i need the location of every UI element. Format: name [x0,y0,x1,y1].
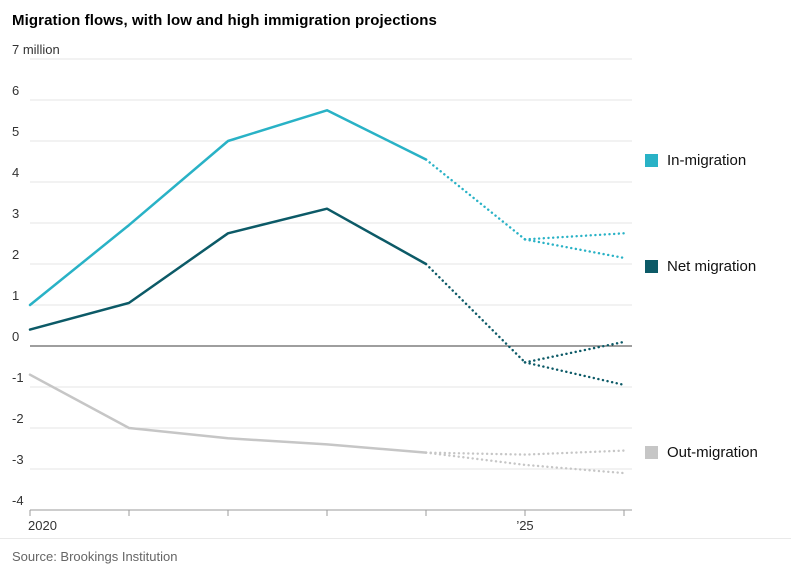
legend-item-net-migration: Net migration [645,256,756,276]
y-axis-label: 7 million [12,42,60,57]
in-migration-swatch-icon [645,153,658,167]
x-axis-label: 2020 [28,518,57,533]
x-axis-label: ’25 [516,518,533,533]
y-axis-label: 5 [12,124,19,139]
y-axis-label: -3 [12,452,24,467]
y-axis-label: 1 [12,288,19,303]
legend-label-in-migration: In-migration [667,151,747,169]
series-net-migration-solid [28,207,428,331]
series-in-migration-solid [28,109,428,307]
series-net-migration-projection-low [523,361,626,387]
series-out-migration-projection-low [424,451,626,475]
legend-item-in-migration: In-migration [645,150,746,170]
net-migration-swatch-icon [645,259,658,273]
chart-title: Migration flows, with low and high immig… [12,12,437,29]
series-in-migration-projection-low [523,238,626,260]
series-net-migration-projection-high [523,340,626,364]
series-out-migration-solid [28,373,428,454]
series-in-migration-projection [424,158,527,241]
legend-item-out-migration: Out-migration [645,442,758,462]
y-axis-label: -2 [12,411,24,426]
source-note: Source: Brookings Institution [0,538,791,564]
y-axis-label: 3 [12,206,19,221]
y-axis-label: 4 [12,165,19,180]
series-net-migration-projection [424,262,527,364]
legend-label-out-migration: Out-migration [667,443,758,461]
y-axis-label: 0 [12,329,19,344]
series-out-migration-projection-high [424,449,626,456]
y-axis-label: -4 [12,493,24,508]
legend-label-net-migration: Net migration [667,257,757,275]
y-axis-label: -1 [12,370,24,385]
y-axis-label: 2 [12,247,19,262]
series-in-migration-projection-high [523,232,626,241]
y-axis-label: 6 [12,83,19,98]
out-migration-swatch-icon [645,445,658,459]
